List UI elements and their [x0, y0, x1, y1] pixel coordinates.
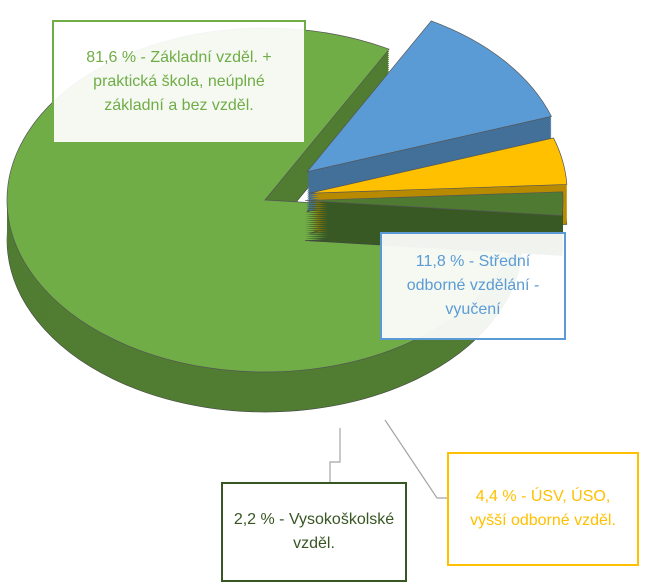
data-label: 2,2 % - Vysokoškolské vzděl. [221, 482, 407, 582]
leader-line [329, 428, 341, 482]
slice [309, 137, 568, 194]
slice [306, 20, 552, 173]
data-label: 81,6 % - Základní vzděl. + praktická ško… [52, 20, 306, 144]
slice [304, 191, 564, 216]
data-label: 4,4 % - ÚSV, ÚSO, vyšší odborné vzděl. [447, 452, 639, 566]
data-label: 11,8 % - Střední odborné vzdělání - vyuč… [380, 232, 566, 340]
leader-line [384, 419, 448, 499]
